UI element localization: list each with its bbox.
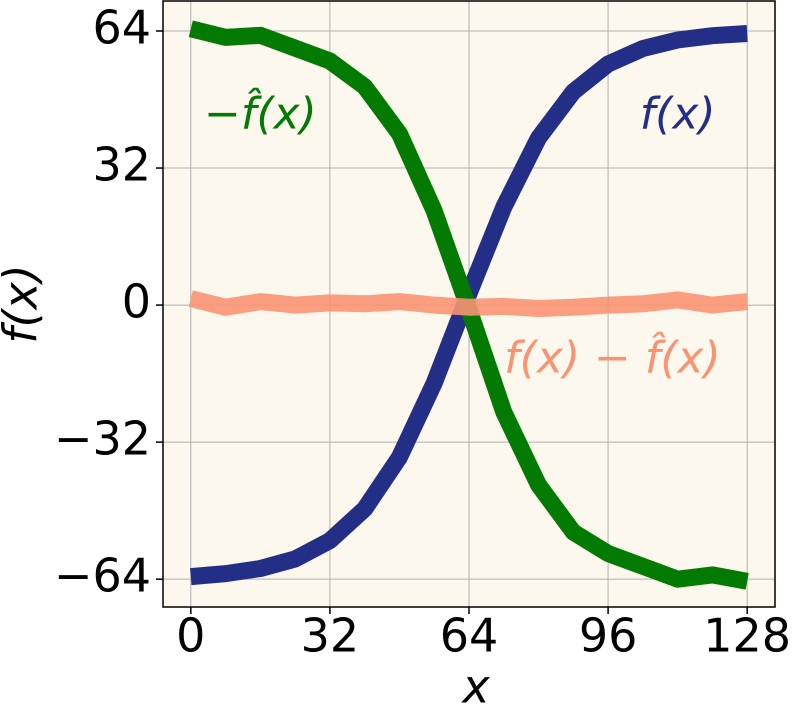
series-label: −f̂(x): [204, 87, 317, 140]
x-axis-label: x: [460, 660, 490, 714]
y-tick-label: −32: [54, 412, 151, 466]
x-tick-label: 0: [176, 609, 205, 663]
y-tick-label: −64: [54, 549, 151, 603]
y-tick-label: 0: [122, 275, 151, 329]
y-tick-label: 32: [92, 138, 151, 192]
x-tick-label: 128: [703, 609, 791, 663]
y-axis-label: f(x): [0, 264, 48, 343]
x-tick-label: 64: [440, 609, 499, 663]
x-tick-label: 96: [579, 609, 638, 663]
series-line: [188, 290, 749, 317]
series-label: f(x): [640, 89, 716, 140]
x-tick-label: 32: [301, 609, 360, 663]
plot-frame: [162, 0, 776, 608]
y-tick-label: 64: [92, 0, 151, 54]
series-label: f(x) − f̂(x): [504, 331, 721, 384]
